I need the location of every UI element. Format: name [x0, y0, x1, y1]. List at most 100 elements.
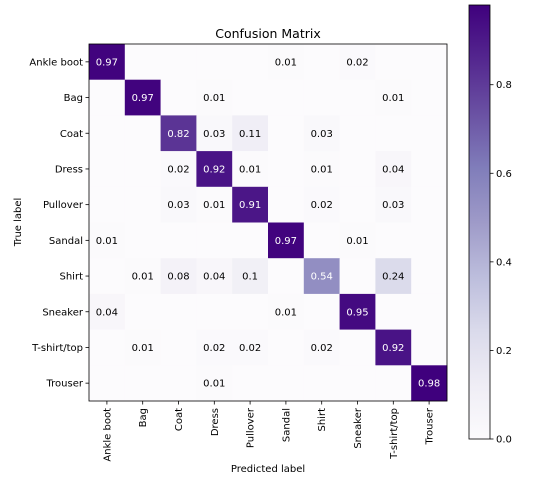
- heatmap-cell: [303, 186, 340, 223]
- heatmap-cell: [375, 115, 412, 152]
- heatmap-cell: [89, 44, 126, 80]
- cell-value-label: 0.01: [132, 272, 154, 283]
- x-tick-label: Shirt: [317, 408, 328, 432]
- heatmap-cell: [411, 151, 448, 188]
- heatmap-cell: [196, 293, 233, 330]
- cell-value-label: 0.03: [203, 129, 225, 140]
- heatmap-cell: [303, 222, 340, 259]
- x-tick-label: Sandal: [281, 408, 292, 442]
- y-tick-label: Pullover: [43, 200, 84, 211]
- y-tick-label: Sandal: [49, 236, 83, 247]
- cell-value-label: 0.01: [203, 379, 225, 390]
- heatmap-cell: [339, 115, 376, 152]
- heatmap-cell: [196, 115, 233, 152]
- heatmap-cell: [339, 222, 376, 259]
- heatmap-cell: [411, 329, 448, 366]
- heatmap-cell: [89, 115, 126, 152]
- cell-value-label: 0.92: [203, 164, 225, 175]
- cell-value-label: 0.98: [418, 379, 440, 390]
- heatmap-cell: [375, 258, 412, 295]
- heatmap-cell: [303, 293, 340, 330]
- heatmap-cell: [124, 329, 161, 366]
- colorbar-tick-label: 0.6: [496, 169, 512, 180]
- cell-value-label: 0.01: [132, 343, 154, 354]
- heatmap-cell: [268, 44, 305, 80]
- cell-value-label: 0.02: [311, 200, 333, 211]
- heatmap-cell: [303, 365, 340, 402]
- y-tick-label: Trouser: [46, 379, 84, 390]
- y-tick-label: Coat: [60, 129, 83, 140]
- cell-value-label: 0.04: [96, 307, 118, 318]
- cell-value-label: 0.97: [275, 236, 297, 247]
- cell-value-label: 0.54: [311, 272, 333, 283]
- heatmap-cell: [375, 293, 412, 330]
- heatmap-cell: [375, 44, 412, 80]
- heatmap-cell: [232, 151, 269, 188]
- heatmap-cell: [196, 365, 233, 402]
- heatmap-cell: [339, 329, 376, 366]
- heatmap-cell: [196, 79, 233, 116]
- heatmap-cell: [232, 329, 269, 366]
- heatmap-cell: [268, 115, 305, 152]
- cell-value-label: 0.82: [167, 129, 189, 140]
- heatmap-cell: [89, 258, 126, 295]
- cell-value-label: 0.02: [203, 343, 225, 354]
- heatmap-cells: [89, 44, 448, 402]
- heatmap-cell: [268, 258, 305, 295]
- heatmap-cell: [232, 186, 269, 223]
- cell-value-label: 0.04: [382, 164, 404, 175]
- cell-value-label: 0.03: [311, 129, 333, 140]
- heatmap-cell: [160, 151, 197, 188]
- heatmap-cell: [89, 365, 126, 402]
- heatmap-cell: [411, 186, 448, 223]
- cell-value-label: 0.08: [167, 272, 189, 283]
- heatmap-cell: [303, 151, 340, 188]
- heatmap-cell: [196, 151, 233, 188]
- cell-value-label: 0.03: [167, 200, 189, 211]
- heatmap-cell: [375, 186, 412, 223]
- cell-value-label: 0.92: [382, 343, 404, 354]
- y-tick-label: Ankle boot: [29, 57, 83, 68]
- heatmap-cell: [303, 258, 340, 295]
- heatmap-cell: [196, 329, 233, 366]
- heatmap-cell: [268, 365, 305, 402]
- y-tick-label: Sneaker: [42, 307, 84, 318]
- cell-value-label: 0.02: [346, 57, 368, 68]
- cell-value-label: 0.03: [382, 200, 404, 211]
- heatmap-cell: [303, 115, 340, 152]
- heatmap-cell: [339, 151, 376, 188]
- heatmap-cell: [124, 44, 161, 80]
- y-axis-ticks: Ankle boot Bag Coat Dress Pullover Sandal Shir…: [29, 57, 89, 390]
- cell-value-label: 0.01: [346, 236, 368, 247]
- heatmap-cell: [375, 79, 412, 116]
- heatmap-cell: [196, 44, 233, 80]
- heatmap-cell: [89, 151, 126, 188]
- heatmap-cell: [268, 79, 305, 116]
- y-tick-label: T-shirt/top: [31, 343, 83, 354]
- heatmap-cell: [160, 222, 197, 259]
- heatmap-cell: [89, 222, 126, 259]
- heatmap-cell: [89, 186, 126, 223]
- x-tick-label: T-shirt/top: [389, 408, 400, 460]
- x-tick-label: Trouser: [425, 407, 436, 445]
- heatmap-cell: [339, 258, 376, 295]
- heatmap-cell: [339, 44, 376, 80]
- heatmap-cell: [89, 329, 126, 366]
- colorbar: [468, 4, 491, 440]
- cell-value-label: 0.02: [167, 164, 189, 175]
- cell-value-label: 0.24: [382, 272, 404, 283]
- heatmap-cell: [268, 293, 305, 330]
- heatmap-cell: [196, 186, 233, 223]
- heatmap-cell: [303, 44, 340, 80]
- heatmap-cell-labels: 0.97 0.01 0.02 0.97 0.01 0.01 0.82 0.03 0.11 0.03…: [96, 57, 440, 389]
- cell-value-label: 0.04: [203, 272, 225, 283]
- y-axis-label: True label: [13, 198, 24, 248]
- heatmap-cell: [268, 186, 305, 223]
- heatmap-cell: [411, 293, 448, 330]
- heatmap-cell: [160, 79, 197, 116]
- heatmap-cell: [303, 79, 340, 116]
- colorbar-tick-label: 0.2: [496, 346, 512, 357]
- heatmap-cell: [124, 79, 161, 116]
